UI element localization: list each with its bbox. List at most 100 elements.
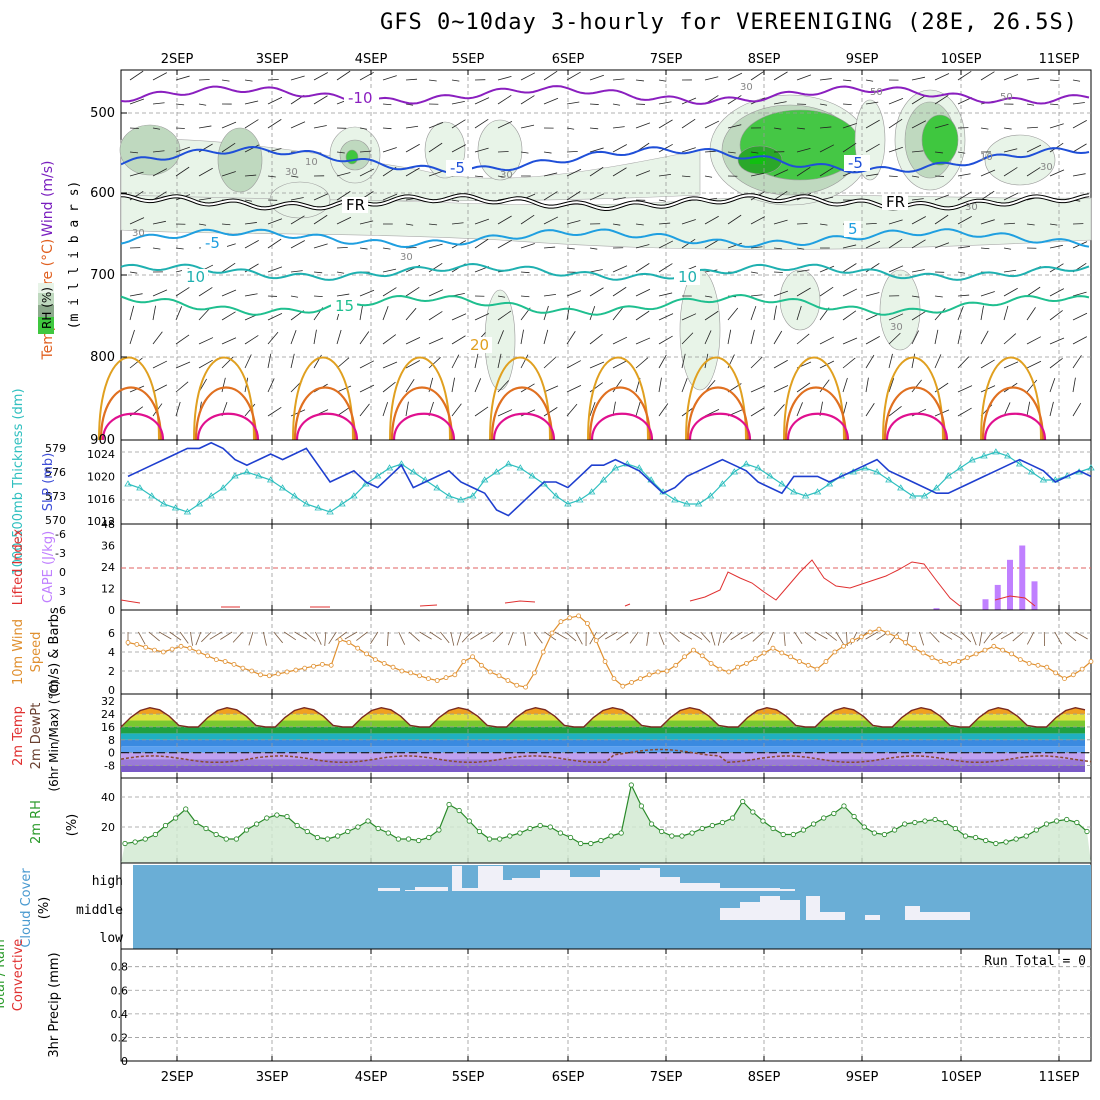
upper-barb-142 <box>497 151 509 153</box>
upper-air-panel: -10 -5 -5 FR FR -5 5 10 10 15 20 30 30 10 30 30 30 30 50 10… <box>38 69 1092 448</box>
temp-tick-24: 24 <box>101 708 115 721</box>
wind-barb-42 <box>565 631 577 642</box>
upper-barb-266 <box>451 222 464 225</box>
rh2m-point-76 <box>891 827 898 833</box>
li-tick-4: 6 <box>59 604 66 617</box>
upper-barb-289 <box>980 219 995 225</box>
upper-barb-303 <box>336 246 348 249</box>
upper-barb-519 <box>474 353 479 369</box>
wind-barb-34 <box>469 631 483 640</box>
wind-barb-27 <box>408 631 420 642</box>
upper-barb-175 <box>290 175 299 178</box>
rh2m-point-43 <box>557 830 564 836</box>
upper-barb-539 <box>934 354 942 369</box>
upper-barb-557 <box>382 381 396 393</box>
rh2m-point-3 <box>152 831 158 838</box>
upper-barb-561 <box>474 378 482 393</box>
rh2m-tick-20: 20 <box>101 821 115 834</box>
upper-barb-431 <box>382 306 389 321</box>
wind-barb-32 <box>456 631 462 646</box>
rh2m-point-65 <box>780 831 786 838</box>
rh2m-point-37 <box>497 836 503 842</box>
upper-barb-368 <box>865 263 880 273</box>
cloud-high-15 <box>780 889 795 891</box>
thickness-marker-10 <box>243 468 251 475</box>
cape-bar-71 <box>994 584 1001 610</box>
upper-barb-253 <box>152 220 166 225</box>
upper-barb-493 <box>842 337 858 345</box>
upper-barb-99 <box>474 118 489 129</box>
rh2m-point-70 <box>831 810 837 817</box>
upper-barb-400 <box>635 288 651 297</box>
upper-barb-516 <box>405 360 420 369</box>
upper-barb-149 <box>658 143 673 153</box>
wind-point-68 <box>726 669 732 675</box>
rh2m-point-19 <box>314 834 320 841</box>
wind-barb-37 <box>507 631 514 646</box>
rh2m-point-87 <box>1003 839 1009 845</box>
iso-label-bg-5 <box>201 235 227 251</box>
upper-barb-307 <box>428 243 443 249</box>
wind-point-67 <box>717 666 723 672</box>
upper-barb-444 <box>681 313 697 321</box>
li-line-path <box>120 559 1036 608</box>
top-date-4SEP: 4SEP <box>355 52 388 67</box>
wind-point-38 <box>461 659 467 664</box>
upper-barb-6 <box>267 79 279 81</box>
upper-barb-343 <box>290 270 303 273</box>
upper-barb-8 <box>313 72 328 81</box>
upper-barb-415 <box>980 291 995 297</box>
upper-barb-118 <box>911 120 927 129</box>
wind-point-31 <box>399 668 405 674</box>
wind-point-97 <box>982 647 988 653</box>
rh2m-point-13 <box>254 821 260 827</box>
iso-label-bg-1 <box>446 160 472 176</box>
upper-barb-122 <box>1003 127 1012 130</box>
upper-barb-285 <box>888 219 903 225</box>
rh2m-label-1: 2m RH <box>29 800 44 844</box>
upper-barb-626 <box>1003 402 1011 417</box>
upper-barb-123 <box>1026 126 1038 129</box>
upper-barb-391 <box>428 289 444 297</box>
cloud-levels: high middle low <box>76 874 123 946</box>
precip-panel: 0.8 0.6 0.4 0.2 0 Run Total = 0 Total / Rain… <box>0 939 1092 1068</box>
wind-point-41 <box>487 669 493 675</box>
rh2m-point-9 <box>213 831 219 838</box>
wind-barb-89 <box>1054 631 1062 645</box>
wind-y-ticks: 6 4 2 0 <box>108 627 115 697</box>
cloud-mid-8 <box>920 912 970 920</box>
upper-barb-248 <box>1003 192 1019 201</box>
upper-barb-474 <box>405 337 421 345</box>
upper-barb-56 <box>451 100 465 105</box>
cape-tick-3: 12 <box>101 583 115 596</box>
upper-barb-73 <box>842 103 852 106</box>
thick-tick-570: 570 <box>45 514 66 527</box>
wind-barb-30 <box>440 631 450 644</box>
wind-barb-66 <box>815 631 828 640</box>
temp-band-1 <box>121 759 1085 766</box>
upper-barb-284 <box>865 222 877 225</box>
wind-barb-74 <box>889 631 899 644</box>
upper-barb-489 <box>750 329 755 345</box>
upper-barb-476 <box>451 335 466 345</box>
wind-barb-87 <box>1026 631 1035 645</box>
upper-barb-511 <box>290 353 295 369</box>
rh-label-1: 30 <box>285 167 298 178</box>
upper-barb-187 <box>566 168 582 177</box>
wind-point-61 <box>664 668 670 674</box>
upper-barb-138 <box>405 143 420 153</box>
upper-barb-353 <box>520 271 530 274</box>
upper-barb-624 <box>957 407 972 417</box>
wind-point-66 <box>708 661 714 666</box>
upper-barb-499 <box>980 330 989 345</box>
upper-barb-246 <box>957 191 972 201</box>
upper-barb-389 <box>382 287 397 297</box>
wind-point-76 <box>797 659 802 664</box>
wind-point-72 <box>761 650 767 656</box>
upper-barb-165 <box>1026 144 1042 153</box>
upper-barb-334 <box>1049 244 1063 249</box>
rh2m-point-36 <box>486 836 493 842</box>
upper-barb-147 <box>612 144 627 153</box>
upper-barb-414 <box>957 294 970 297</box>
upper-barb-513 <box>336 357 350 369</box>
